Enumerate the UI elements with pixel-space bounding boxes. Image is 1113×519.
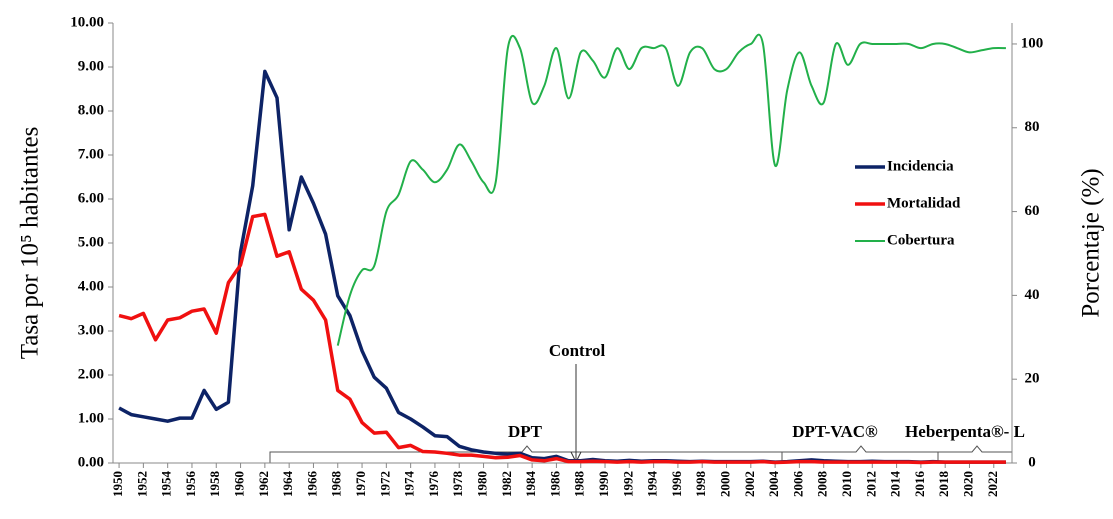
y-tick-label: 10.00 [70,14,104,30]
x-tick-label: 1954 [159,471,174,498]
x-tick-label: 2018 [936,471,951,498]
annotation: DPT-VAC® [792,422,878,441]
x-tick-label: 1966 [304,471,319,498]
x-tick-label: 1958 [207,471,222,498]
y-tick-label: 6.00 [78,190,104,206]
y2-tick-label: 40 [1025,287,1040,303]
x-tick-label: 1984 [523,471,538,498]
x-tick-label: 2008 [815,471,830,498]
y-tick-label: 7.00 [78,146,104,162]
y-tick-label: 2.00 [78,366,104,382]
control-arrow [570,364,582,464]
x-tick-label: 1998 [693,471,708,498]
x-tick-label: 1974 [402,471,417,498]
x-tick-label: 2012 [863,471,878,497]
x-tick-label: 1968 [329,471,344,498]
series-line [336,33,1006,346]
x-tick-label: 2022 [985,471,1000,497]
x-tick-label: 2004 [766,471,781,498]
x-tick-label: 1978 [450,471,465,498]
x-tick-label: 1986 [547,471,562,498]
x-tick-label: 1988 [572,471,587,498]
y-tick-label: 8.00 [78,102,104,118]
annotation: Control [549,341,606,360]
x-tick-label: 2010 [839,471,854,497]
x-tick-label: 1976 [426,471,441,498]
x-tick-label: 2016 [912,471,927,498]
legend-label: Cobertura [887,232,955,248]
series-line [118,212,1006,465]
annotation: Heberpenta®- L [905,422,1025,441]
x-tick-label: 1972 [377,471,392,497]
x-tick-label: 1960 [232,471,247,497]
x-tick-label: 1990 [596,471,611,497]
x-tick-label: 2000 [717,471,732,497]
legend-label: Incidencia [887,158,954,174]
x-tick-label: 1982 [499,471,514,497]
legend-label: Mortalidad [887,195,961,211]
y-axis-label: Tasa por 10⁵ habitantes [17,127,44,360]
y2-tick-label: 0 [1028,454,1036,470]
x-tick-label: 1980 [475,471,490,497]
y2-tick-label: 20 [1025,371,1040,387]
y2-tick-label: 100 [1021,35,1044,51]
x-tick-label: 1962 [256,471,271,497]
y2-tick-label: 80 [1025,119,1040,135]
y-tick-label: 9.00 [78,58,104,74]
x-tick-label: 1950 [110,471,125,497]
x-tick-label: 1996 [669,471,684,498]
x-tick-label: 2002 [742,471,757,497]
y-tick-label: 4.00 [78,278,104,294]
x-tick-label: 1964 [280,471,295,498]
y-tick-label: 0.00 [78,454,104,470]
x-tick-label: 2006 [790,471,805,498]
y-tick-label: 3.00 [78,322,104,338]
x-tick-label: 2014 [888,471,903,498]
series-line [118,69,1006,464]
y2-axis-label: Porcentaje (%) [1078,168,1105,317]
x-tick-label: 1992 [620,471,635,497]
y-tick-label: 1.00 [78,410,104,426]
y2-tick-label: 60 [1025,203,1040,219]
annotation: DPT [508,422,543,441]
y-tick-label: 5.00 [78,234,104,250]
x-tick-label: 1952 [134,471,149,497]
x-tick-label: 2020 [960,471,975,497]
x-tick-label: 1970 [353,471,368,497]
x-tick-label: 1956 [183,471,198,498]
x-tick-label: 1994 [645,471,660,498]
